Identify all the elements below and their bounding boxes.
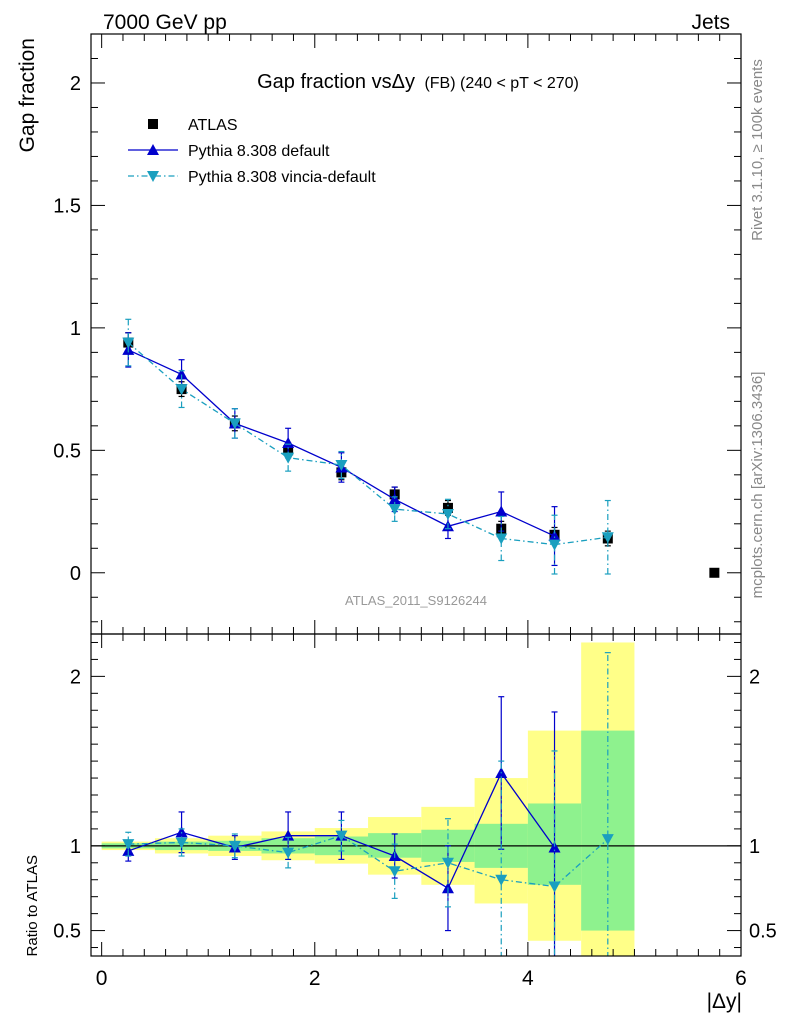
main-series-2-point (495, 533, 508, 545)
ratio-y-tick-label: 2 (70, 666, 81, 688)
ratio-series-1-point (388, 866, 401, 878)
main-series-1-point (175, 368, 188, 380)
main-y-tick-label: 1 (70, 318, 81, 340)
main-series-2-point (228, 418, 241, 430)
ratio-frame (90, 633, 742, 957)
main-series-1-point (495, 505, 508, 517)
ratio-y-tick-label-right: 0.5 (749, 921, 777, 943)
ratio-series-1-point (601, 834, 614, 846)
header-jets-label: Jets (691, 11, 730, 34)
main-panel: ATLAS_2011_S9126244 Gap fraction vsΔy (F… (16, 33, 742, 635)
main-series-2-point (122, 337, 135, 349)
main-series-1-line (128, 349, 555, 537)
ratio-series-1-point (122, 839, 135, 851)
mcplots-source-label: mcplots.cern.ch [arXiv:1306.3436] (749, 372, 766, 599)
x-tick-label: 0 (96, 967, 108, 990)
main-series-0-point (442, 502, 453, 513)
ratio-series-1-line (128, 834, 609, 888)
analysis-watermark: ATLAS_2011_S9126244 (345, 593, 487, 608)
ratio-series-1-point (282, 847, 295, 859)
legend-marker-2 (147, 171, 159, 182)
main-y-tick-label: 1.5 (53, 195, 81, 217)
main-title-text: Gap fraction vsΔy (257, 71, 415, 93)
legend-marker-1 (147, 144, 159, 155)
ratio-series-0-point (548, 841, 561, 853)
main-series-2-point (548, 539, 561, 551)
legend-label-2: Pythia 8.308 vincia-default (188, 169, 376, 186)
main-y-axis-label: Gap fraction (16, 38, 39, 152)
main-y-tick-label: 2 (70, 73, 81, 95)
ratio-series-1-point (548, 881, 561, 893)
main-series-1-point (282, 436, 295, 448)
ratio-series-1-point (495, 874, 508, 886)
main-series-2-point (388, 504, 401, 516)
main-series-0-point (709, 567, 720, 578)
ratio-series-1-point (175, 837, 188, 849)
main-series-2-point (441, 509, 454, 520)
ratio-panel: 0 2 4 6 0.5 0.5 1 1 2 2 Ratio to ATLAS |Δy| (24, 633, 777, 1013)
main-series-2-point (601, 532, 614, 544)
ratio-y-axis-label: Ratio to ATLAS (24, 855, 41, 956)
ratio-series-1-point (441, 857, 454, 869)
main-series-1-point (548, 530, 561, 542)
main-y-tick-label: 0.5 (53, 440, 81, 462)
x-axis-label: |Δy| (707, 990, 742, 1013)
main-series-2-point (335, 460, 348, 472)
main-y-tick-label: 0 (70, 563, 81, 585)
main-title-sub: (FB) (240 < pT < 270) (424, 75, 578, 92)
legend-label-0: ATLAS (188, 117, 238, 134)
main-title: Gap fraction vsΔy (FB) (240 < pT < 270) (257, 71, 579, 93)
main-series-2-line (127, 342, 608, 546)
main-series-2-point (282, 452, 295, 464)
x-tick-label: 4 (522, 967, 534, 990)
ratio-y-tick-label-right: 1 (749, 836, 760, 858)
ratio-series-0-point (175, 826, 188, 838)
x-tick-label: 6 (735, 967, 747, 990)
legend-marker-0 (148, 119, 158, 129)
header-energy-label: 7000 GeV pp (103, 11, 227, 34)
ratio-y-tick-label: 0.5 (53, 921, 81, 943)
ratio-series-1-point (228, 840, 241, 852)
ratio-series-1-point (335, 830, 348, 842)
main-series-2-point (175, 384, 188, 396)
x-tick-label: 2 (309, 967, 321, 990)
ratio-y-tick-label: 1 (70, 836, 81, 858)
legend-label-1: Pythia 8.308 default (188, 143, 330, 160)
rivet-version-label: Rivet 3.1.10, ≥ 100k events (749, 59, 766, 241)
ratio-y-tick-label-right: 2 (749, 666, 760, 688)
